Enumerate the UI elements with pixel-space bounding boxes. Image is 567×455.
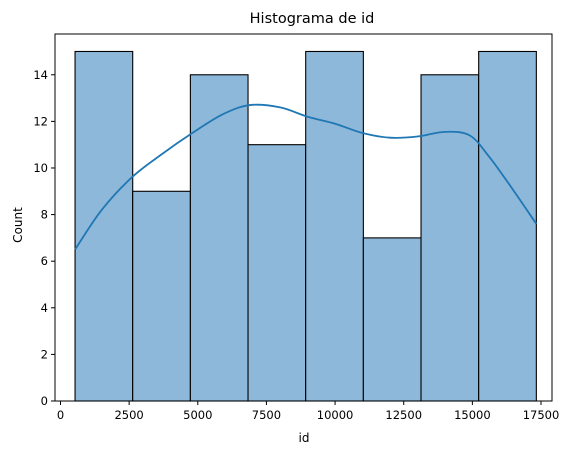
- bars-group: [74, 50, 537, 402]
- histogram-bar: [305, 50, 364, 402]
- y-tick-label: 6: [41, 254, 48, 268]
- x-tick-label: 2500: [114, 408, 143, 422]
- y-tick-label: 2: [41, 347, 48, 361]
- histogram-bar: [362, 237, 422, 402]
- kde-group: [74, 103, 538, 251]
- histogram-bar: [189, 74, 249, 402]
- histogram-bar: [132, 190, 191, 402]
- y-axis-ticks: 0 2 4 6 8 10 12 14: [33, 68, 55, 408]
- plot-frame: [54, 33, 553, 402]
- y-tick-label: 8: [41, 208, 48, 222]
- histogram-bar: [247, 144, 307, 402]
- x-tick-label: 12500: [385, 408, 422, 422]
- x-tick-label: 7500: [252, 408, 281, 422]
- x-tick-label: 5000: [183, 408, 212, 422]
- axes-frame: [54, 33, 553, 402]
- histogram-bar: [478, 50, 537, 402]
- y-tick-label: 0: [41, 394, 48, 408]
- histogram-bar: [74, 50, 134, 402]
- y-tick-label: 4: [41, 301, 48, 315]
- x-tick-label: 15000: [454, 408, 491, 422]
- y-tick-label: 12: [33, 114, 48, 128]
- kde-line: [74, 103, 538, 251]
- x-tick-label: 17500: [523, 408, 560, 422]
- y-tick-label: 10: [33, 161, 48, 175]
- x-tick-label: 0: [57, 408, 64, 422]
- y-axis-label: Count: [11, 207, 25, 243]
- x-tick-label: 10000: [317, 408, 354, 422]
- x-axis-ticks: 0 2500 5000 7500 10000 12500 15000 17500: [57, 401, 559, 422]
- chart-title: Histograma de id: [250, 11, 375, 27]
- x-axis-label: id: [299, 431, 310, 445]
- y-tick-label: 14: [33, 68, 48, 82]
- histogram-bar: [420, 74, 480, 402]
